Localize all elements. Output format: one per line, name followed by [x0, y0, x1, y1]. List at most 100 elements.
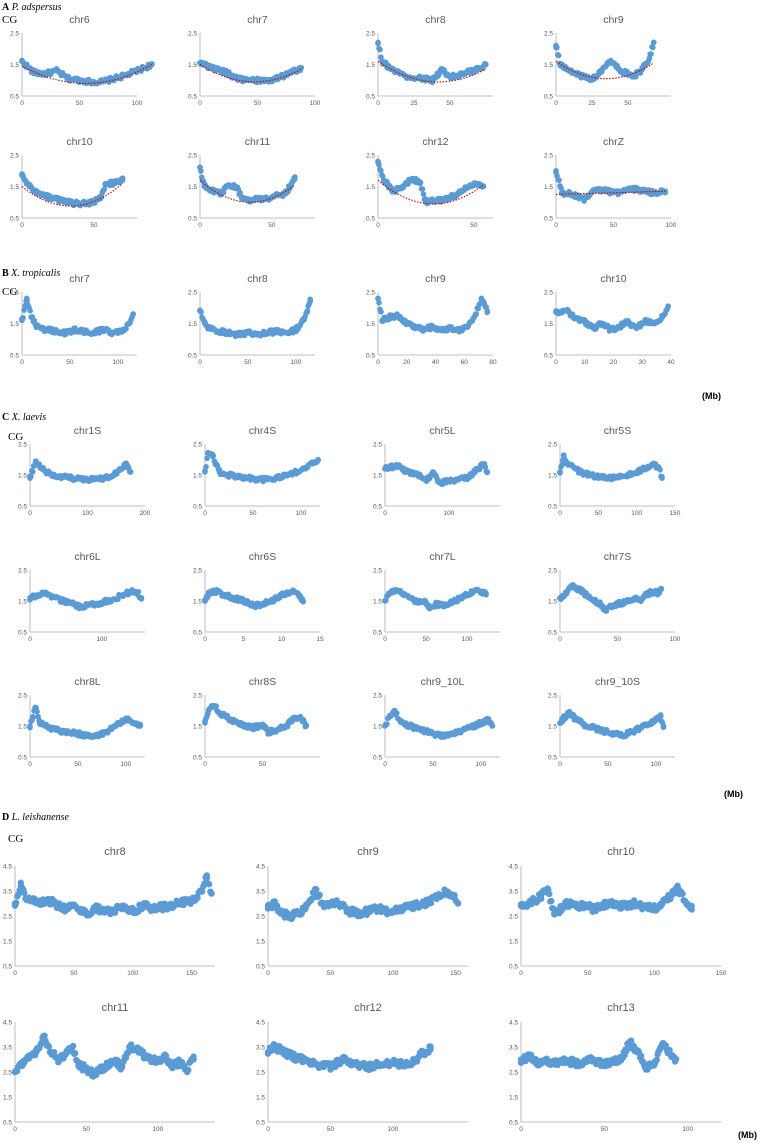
data-point: [393, 312, 400, 319]
x-tick-label: 50: [595, 510, 603, 517]
data-point: [110, 472, 117, 478]
y-tick-label: 4.5: [509, 1020, 518, 1027]
chart-title: chrZ: [603, 136, 625, 148]
y-tick-label: 3.5: [509, 889, 518, 896]
trend-line: [555, 190, 666, 195]
data-point: [283, 330, 290, 336]
data-point: [590, 724, 597, 731]
x-tick-label: 50: [327, 1126, 335, 1133]
x-tick-label: 50: [470, 222, 478, 229]
data-point: [415, 599, 421, 606]
y-tick-label: 0.5: [544, 353, 553, 360]
data-point: [17, 882, 25, 890]
data-point: [625, 71, 631, 77]
data-point: [36, 720, 43, 726]
data-point: [197, 60, 203, 66]
data-point: [190, 1056, 197, 1063]
data-point: [346, 907, 353, 915]
data-point: [564, 308, 571, 314]
trend-line: [199, 64, 302, 83]
data-point: [264, 330, 270, 336]
data-point: [164, 902, 172, 910]
data-point: [403, 721, 409, 728]
data-point: [266, 79, 272, 85]
data-point: [314, 1061, 322, 1068]
y-tick-label: 1.5: [509, 1095, 518, 1102]
trend-line: [555, 60, 655, 80]
chart-title: chr13: [607, 1002, 635, 1014]
y-tick-label: 2.5: [18, 568, 27, 575]
y-tick-label: 0.5: [373, 630, 382, 637]
data-point: [616, 323, 623, 330]
data-point: [517, 1056, 525, 1063]
data-point: [608, 602, 615, 609]
x-tick-label: 0: [203, 510, 207, 517]
data-point: [394, 462, 401, 469]
y-tick-label: 0.5: [193, 630, 202, 637]
data-point: [82, 910, 89, 917]
data-point: [30, 713, 36, 720]
data-point: [430, 730, 436, 737]
x-tick-label: 0: [519, 1126, 523, 1133]
x-tick-label: 0: [28, 761, 32, 768]
data-point: [70, 902, 78, 910]
data-point: [18, 1061, 26, 1068]
data-point: [245, 330, 251, 336]
data-point: [21, 307, 27, 313]
data-point: [577, 902, 585, 910]
data-point: [382, 723, 388, 729]
data-point: [38, 466, 45, 472]
data-point: [126, 320, 133, 327]
data-point: [206, 325, 213, 332]
data-point: [264, 1048, 272, 1056]
data-point: [639, 66, 646, 73]
data-point: [642, 317, 648, 324]
data-point: [657, 713, 664, 720]
data-point: [34, 592, 40, 598]
data-point: [592, 1058, 600, 1066]
data-point: [254, 476, 261, 483]
data-point: [47, 194, 54, 201]
data-point: [105, 907, 113, 915]
x-tick-label: 50: [249, 510, 257, 517]
data-point: [183, 1066, 190, 1073]
data-point: [559, 462, 565, 468]
chart-title: chr8: [425, 14, 446, 26]
data-point: [421, 598, 428, 604]
data-point: [609, 1058, 616, 1066]
data-point: [468, 724, 475, 731]
y-tick-label: 1.5: [544, 62, 553, 69]
data-point: [631, 595, 638, 601]
data-point: [557, 61, 564, 68]
data-point: [55, 727, 62, 734]
data-point: [658, 585, 664, 592]
x-tick-label: 150: [186, 970, 197, 977]
data-point: [398, 590, 405, 597]
data-point: [296, 592, 303, 598]
chart-title: chr7: [247, 14, 268, 26]
species-name: L. leishanense: [11, 812, 69, 823]
data-point: [333, 897, 340, 905]
data-point: [168, 1063, 176, 1071]
y-tick-label: 4.5: [3, 1020, 12, 1027]
y-tick-label: 1.5: [548, 599, 557, 606]
chart-panel-chr11: chr11 0.5 1.5 2.5 3.5 4.5 0 50 100: [3, 1002, 215, 1133]
data-point: [436, 479, 443, 486]
x-tick-label: 0: [13, 970, 17, 977]
data-point: [688, 902, 695, 910]
data-point: [667, 1051, 675, 1058]
data-point: [220, 68, 226, 74]
x-tick-label: 50: [584, 970, 592, 977]
data-point: [590, 325, 597, 332]
data-point: [409, 175, 416, 182]
data-point: [289, 69, 295, 76]
data-point: [32, 458, 39, 464]
chart-title: chr1S: [74, 425, 101, 437]
data-point: [388, 464, 395, 471]
x-tick-label: 0: [554, 100, 558, 107]
x-tick-label: 50: [604, 761, 612, 768]
data-point: [119, 177, 126, 183]
data-point: [595, 473, 602, 480]
data-point: [197, 887, 205, 895]
y-tick-label: 1.5: [373, 724, 382, 731]
